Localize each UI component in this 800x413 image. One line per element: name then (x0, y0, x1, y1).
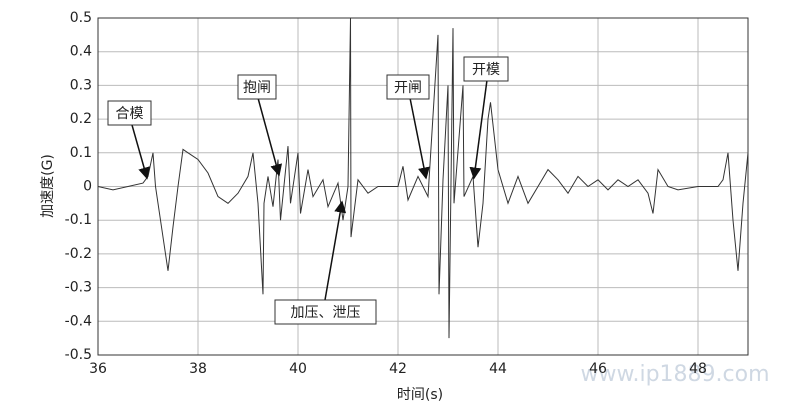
annotation: 加压、泄压 (291, 305, 361, 321)
y-tick-label: 0.5 (70, 10, 92, 26)
annotation: 抱闸 (243, 80, 271, 96)
y-tick-label: 0.3 (70, 77, 92, 93)
annotation-box (274, 299, 377, 325)
y-tick-label: 0.2 (70, 111, 92, 127)
y-tick-label: -0.5 (65, 347, 92, 363)
x-tick-label: 46 (589, 361, 607, 377)
x-tick-label: 48 (689, 361, 707, 377)
data-line (97, 17, 749, 339)
y-tick-label: -0.1 (65, 212, 92, 228)
x-tick-label: 36 (89, 361, 107, 377)
annotation-box (386, 74, 430, 100)
arrow (131, 124, 150, 180)
y-tick-label: 0.1 (70, 145, 92, 161)
plot-frame (97, 17, 749, 356)
annotation: 开模 (472, 62, 500, 78)
annotation-box (107, 100, 152, 126)
annotation-arrows (131, 79, 488, 301)
x-axis-label: 时间(s) (397, 387, 443, 403)
x-tick-label: 44 (489, 361, 507, 377)
annotation: 开闸 (394, 80, 422, 96)
y-tick-label: 0.4 (70, 44, 92, 60)
y-tick-label: -0.4 (65, 313, 92, 329)
watermark: www.ip1889.com (581, 362, 770, 387)
y-tick-label: -0.3 (65, 280, 92, 296)
y-tick-label: 0 (83, 179, 92, 195)
arrow (469, 79, 488, 180)
arrow (257, 97, 283, 177)
y-tick-label: -0.2 (65, 246, 92, 262)
x-tick-label: 38 (189, 361, 207, 377)
annotation-box (237, 74, 277, 100)
annotation: 合模 (116, 106, 144, 122)
annotation-box (463, 56, 509, 82)
x-tick-label: 42 (389, 361, 407, 377)
y-axis-label: 加速度(G) (40, 154, 56, 218)
arrow (324, 200, 347, 301)
arrow (409, 97, 430, 180)
x-tick-label: 40 (289, 361, 307, 377)
